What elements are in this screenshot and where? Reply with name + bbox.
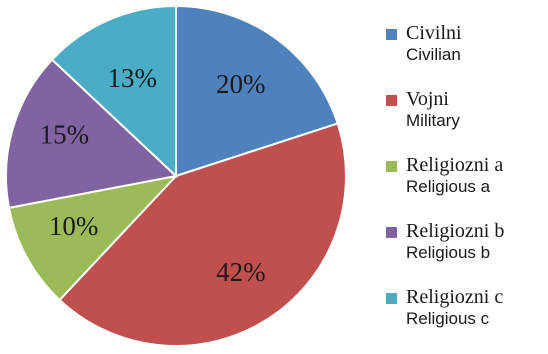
legend-item-civilni: Civilni Civilian (386, 22, 548, 90)
legend-swatch (386, 293, 397, 304)
legend-item-religiozni-b: Religiozni b Religious b (386, 220, 548, 288)
slice-value-label: 20% (216, 69, 266, 99)
legend-sublabel: Religious b (406, 243, 491, 262)
legend-label: Religiozni c (406, 286, 504, 308)
legend-swatch (386, 161, 397, 172)
legend-sublabel: Religious a (406, 177, 491, 196)
pie-slice-religiozni-b (5, 58, 179, 210)
legend-sublabel: Civilian (406, 45, 461, 64)
legend-item-vojni: Vojni Military (386, 88, 548, 156)
legend-label: Religiozni b (406, 220, 505, 242)
slice-value-label: 42% (216, 257, 266, 287)
chart-legend: Civilni Civilian Vojni Military Religioz… (386, 22, 548, 354)
slice-value-label: 10% (49, 211, 99, 241)
legend-sublabel: Military (406, 111, 460, 130)
legend-item-religiozni-c: Religiozni c Religious c (386, 286, 548, 354)
legend-swatch (386, 95, 397, 106)
legend-label: Vojni (406, 88, 449, 110)
pie-slice-vojni (58, 122, 347, 347)
pie-slice-religiozni-c (50, 4, 177, 179)
pie-slice-religiozni-a (7, 174, 179, 302)
legend-swatch (386, 29, 397, 40)
legend-label: Civilni (406, 22, 462, 44)
slice-value-label: 15% (40, 120, 90, 150)
legend-sublabel: Religious c (406, 309, 490, 328)
slice-value-label: 13% (108, 63, 158, 93)
legend-item-religiozni-a: Religiozni a Religious a (386, 154, 548, 222)
legend-swatch (386, 227, 397, 238)
pie-slice-civilni (175, 4, 339, 178)
legend-label: Religiozni a (406, 154, 504, 176)
